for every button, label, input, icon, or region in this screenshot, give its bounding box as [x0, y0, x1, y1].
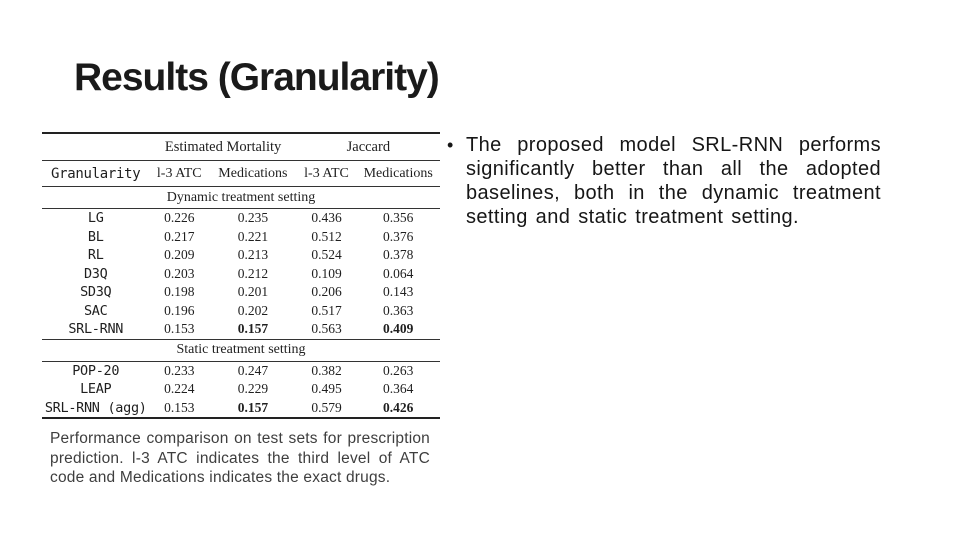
cell-value: 0.356 [383, 210, 414, 225]
bullet-marker: • [447, 135, 454, 155]
row-label: BL [87, 228, 104, 245]
cell-value: 0.196 [164, 302, 195, 318]
cell-value: 0.202 [237, 302, 269, 318]
results-table-figure: Estimated Mortality Jaccard Granularity l-… [42, 132, 440, 419]
cell-value: 0.229 [237, 381, 269, 396]
results-table: Estimated Mortality Jaccard Granularity l-… [42, 132, 440, 419]
table-column-header: Granularity [42, 160, 150, 187]
cell-value: 0.517 [311, 302, 342, 318]
cell-value: 0.263 [383, 362, 414, 378]
row-label: LEAP [80, 381, 112, 397]
table-column-header: l-3 ATC [296, 160, 357, 187]
row-label: POP-20 [72, 362, 120, 379]
cell-value: 0.213 [237, 247, 269, 262]
cell-value: 0.203 [164, 265, 195, 281]
row-label: SAC [83, 302, 108, 319]
cell-value: 0.363 [383, 302, 414, 318]
cell-value: 0.198 [164, 284, 195, 299]
table-group-header [42, 133, 150, 161]
cell-value: 0.109 [311, 265, 342, 281]
table-group-header: Estimated Mortality [149, 133, 297, 161]
figure-caption: Performance comparison on test sets for … [50, 430, 430, 486]
cell-value: 0.157 [237, 321, 269, 336]
table-row: LEAP 0.224 0.229 0.495 0.364 [42, 380, 440, 399]
cell-value: 0.206 [311, 284, 342, 299]
cell-value: 0.209 [164, 247, 195, 262]
table-head: Estimated Mortality Jaccard Granularity l-… [42, 133, 440, 187]
cell-value: 0.436 [311, 210, 342, 225]
cell-value: 0.376 [383, 228, 414, 244]
cell-value: 0.364 [383, 381, 414, 396]
table-row: D3Q 0.203 0.212 0.109 0.064 [42, 265, 440, 284]
cell-value: 0.224 [164, 381, 195, 396]
cell-value: 0.247 [237, 362, 269, 378]
cell-value: 0.512 [311, 228, 342, 244]
table-column-header: l-3 ATC [149, 160, 210, 187]
row-label: RL [87, 247, 104, 263]
table-row: SAC 0.196 0.202 0.517 0.363 [42, 302, 440, 321]
cell-value: 0.382 [311, 362, 342, 378]
cell-value: 0.524 [311, 247, 342, 262]
table-row: SRL-RNN 0.153 0.157 0.563 0.409 [42, 320, 440, 339]
cell-value: 0.221 [237, 228, 269, 244]
table-row: LG 0.226 0.235 0.436 0.356 [42, 209, 440, 228]
table-row: RL 0.209 0.213 0.524 0.378 [42, 246, 440, 265]
row-label: SD3Q [80, 284, 112, 300]
table-column-header: Medications [356, 160, 440, 187]
table-row: SRL-RNN (agg) 0.153 0.157 0.579 0.426 [42, 399, 440, 419]
cell-value: 0.235 [237, 210, 269, 225]
table-column-header: Medications [209, 160, 297, 187]
cell-value: 0.426 [383, 399, 414, 415]
cell-value: 0.226 [164, 210, 195, 225]
table-section-row: Static treatment setting [42, 338, 440, 362]
row-label: SRL-RNN [68, 321, 124, 337]
cell-value: 0.563 [311, 321, 342, 336]
cell-value: 0.495 [311, 381, 342, 396]
cell-value: 0.201 [237, 284, 269, 299]
table-row: POP-20 0.233 0.247 0.382 0.263 [42, 361, 440, 380]
table-row: SD3Q 0.198 0.201 0.206 0.143 [42, 283, 440, 302]
bullet-text: The proposed model SRL-RNN performs sign… [466, 134, 881, 228]
cell-value: 0.143 [383, 284, 414, 299]
table-group-header: Jaccard [296, 133, 440, 161]
cell-value: 0.153 [164, 399, 195, 415]
cell-value: 0.212 [237, 265, 269, 281]
table-section-row: Dynamic treatment setting [42, 186, 440, 209]
table-group-header-row: Estimated Mortality Jaccard [42, 133, 440, 161]
row-label: LG [87, 210, 104, 226]
cell-value: 0.157 [237, 399, 269, 415]
cell-value: 0.233 [164, 362, 195, 378]
table-column-header-row: Granularity l-3 ATC Medications l-3 ATC Medi… [42, 160, 440, 187]
cell-value: 0.409 [383, 321, 414, 336]
cell-value: 0.064 [383, 265, 414, 281]
table-section-label: Dynamic treatment setting [42, 186, 440, 209]
row-label: SRL-RNN (agg) [44, 399, 147, 416]
cell-value: 0.217 [164, 228, 195, 244]
row-label: D3Q [83, 265, 108, 282]
bullet-item: • The proposed model SRL-RNN performs si… [447, 133, 881, 229]
cell-value: 0.153 [164, 321, 195, 336]
cell-value: 0.378 [383, 247, 414, 262]
table-section-label: Static treatment setting [42, 338, 440, 362]
cell-value: 0.579 [311, 399, 342, 415]
table-row: BL 0.217 0.221 0.512 0.376 [42, 228, 440, 247]
slide-title: Results (Granularity) [74, 56, 440, 99]
table-body: Dynamic treatment setting LG 0.226 0.235 0.4… [42, 186, 440, 419]
